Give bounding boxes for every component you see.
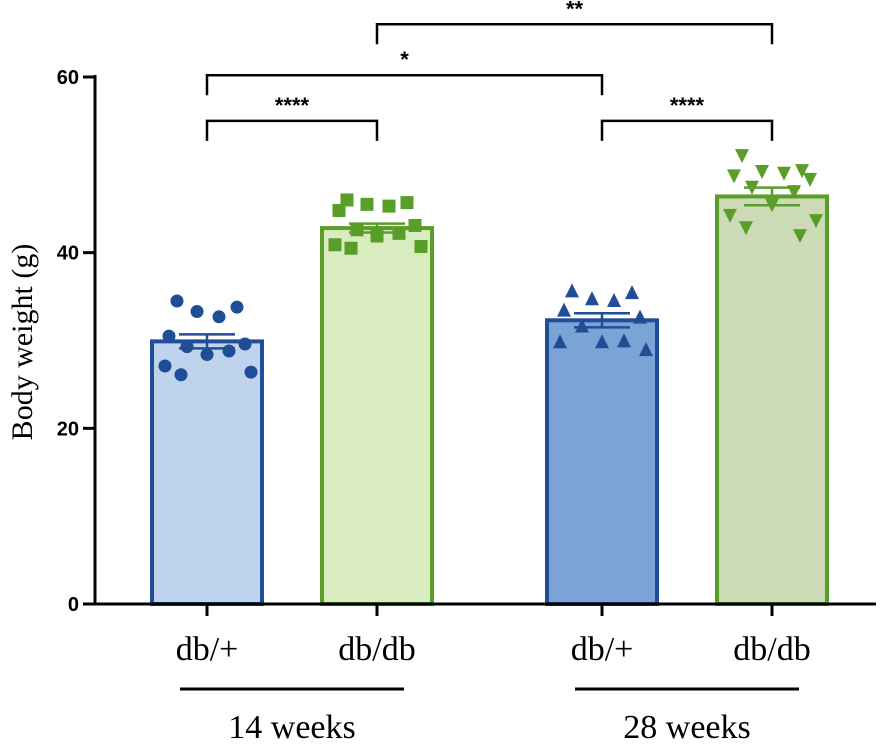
y-axis-label: Body weight (g) xyxy=(6,244,39,441)
data-point-circle xyxy=(244,365,258,379)
bar-1 xyxy=(150,339,264,606)
data-point-square xyxy=(392,226,406,240)
significance-bracket-2 xyxy=(600,119,774,141)
data-point-triangle-up xyxy=(595,334,609,349)
data-point-circle xyxy=(222,344,236,358)
significance-bracket-3 xyxy=(205,73,604,96)
data-point-triangle-down xyxy=(723,208,737,223)
data-point-square xyxy=(408,218,422,232)
data-point-square xyxy=(400,196,414,210)
data-point-circle xyxy=(230,300,244,314)
x-category-label-2: db/db xyxy=(338,631,415,668)
significance-label-3: * xyxy=(400,47,409,72)
bar-3 xyxy=(545,318,659,606)
data-point-circle xyxy=(190,305,204,319)
data-point-circle xyxy=(174,368,188,382)
y-tick-label-0: 0 xyxy=(68,594,79,616)
data-point-square xyxy=(360,197,374,211)
significance-layer: **** ******* xyxy=(205,0,774,141)
data-point-triangle-up xyxy=(639,342,653,357)
data-point-triangle-up xyxy=(617,333,631,348)
data-point-triangle-down xyxy=(795,164,809,179)
data-point-triangle-up xyxy=(633,309,647,324)
points-layer xyxy=(158,149,823,382)
bar-2 xyxy=(320,226,434,606)
significance-label-4: ** xyxy=(566,0,584,21)
x-category-label-3: db/+ xyxy=(571,631,634,668)
data-point-triangle-down xyxy=(727,169,741,184)
data-point-triangle-down xyxy=(803,172,817,187)
y-tick-label-40: 40 xyxy=(57,243,79,265)
data-point-triangle-up xyxy=(625,285,639,300)
data-point-triangle-down xyxy=(777,166,791,181)
data-point-square xyxy=(332,204,346,218)
data-point-circle xyxy=(180,340,194,354)
bar-4 xyxy=(715,194,829,606)
data-point-square xyxy=(328,238,342,252)
data-point-triangle-down xyxy=(809,214,823,229)
y-tick-label-20: 20 xyxy=(57,418,79,440)
group-label-2: 28 weeks xyxy=(623,709,750,746)
data-point-circle xyxy=(238,337,252,351)
data-point-triangle-up xyxy=(585,291,599,306)
data-point-square xyxy=(350,223,364,237)
data-point-triangle-down xyxy=(787,185,801,200)
data-point-triangle-up xyxy=(575,318,589,333)
data-point-circle xyxy=(158,359,172,373)
significance-bracket-1 xyxy=(205,119,379,141)
data-point-square xyxy=(414,240,428,254)
bars-layer xyxy=(150,186,829,606)
data-point-triangle-down xyxy=(765,198,779,213)
group-label-1: 14 weeks xyxy=(228,709,355,746)
axes-layer: 0 20 40 60 db/+ db/db db/+ db/db 14 weeks 28 week… xyxy=(57,67,876,746)
data-point-triangle-up xyxy=(553,334,567,349)
significance-label-2: **** xyxy=(670,93,705,118)
data-point-circle xyxy=(200,348,214,362)
data-point-triangle-up xyxy=(557,302,571,317)
data-point-triangle-down xyxy=(739,221,753,236)
data-point-square xyxy=(344,241,358,255)
data-point-circle xyxy=(162,329,176,343)
x-category-label-1: db/+ xyxy=(176,631,239,668)
significance-label-1: **** xyxy=(275,93,310,118)
data-point-triangle-down xyxy=(793,229,807,244)
data-point-triangle-up xyxy=(565,283,579,298)
significance-bracket-4 xyxy=(375,23,774,45)
data-point-triangle-down xyxy=(745,180,759,195)
data-point-triangle-down xyxy=(755,164,769,179)
data-point-square xyxy=(370,229,384,243)
data-point-circle xyxy=(170,294,184,308)
data-point-circle xyxy=(212,310,226,324)
x-category-label-4: db/db xyxy=(733,631,810,668)
y-tick-label-60: 60 xyxy=(57,67,79,89)
data-point-triangle-up xyxy=(607,292,621,307)
data-point-square xyxy=(382,199,396,213)
data-point-square xyxy=(340,193,354,207)
data-point-triangle-down xyxy=(735,149,749,164)
